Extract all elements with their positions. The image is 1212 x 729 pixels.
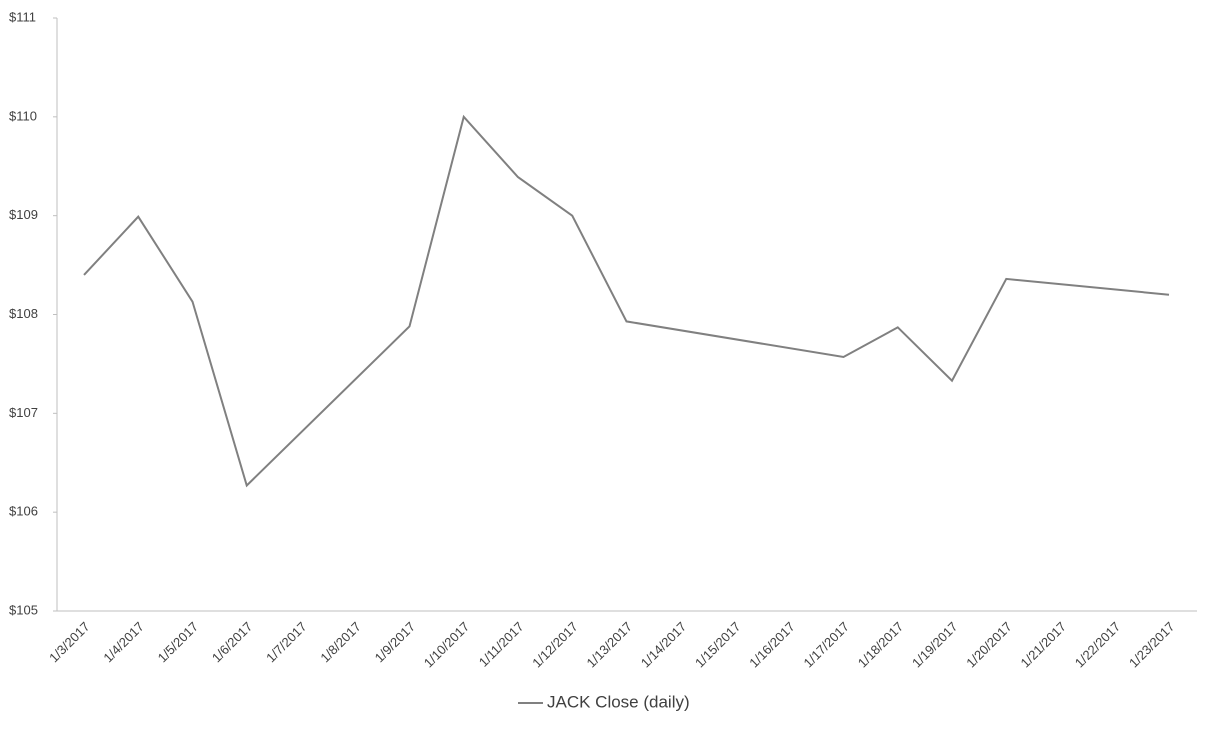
x-tick-label: 1/18/2017 bbox=[855, 619, 907, 671]
y-tick-label: $111 bbox=[9, 9, 36, 24]
y-tick-label: $105 bbox=[9, 602, 38, 617]
x-tick-label: 1/16/2017 bbox=[746, 619, 798, 671]
x-tick-label: 1/9/2017 bbox=[372, 619, 418, 665]
x-tick-label: 1/6/2017 bbox=[209, 619, 255, 665]
x-tick-label: 1/10/2017 bbox=[421, 619, 473, 671]
x-tick-label: 1/15/2017 bbox=[692, 619, 744, 671]
x-tick-label: 1/8/2017 bbox=[317, 619, 363, 665]
x-tick-label: 1/5/2017 bbox=[155, 619, 201, 665]
y-tick-label: $109 bbox=[9, 207, 38, 222]
x-tick-label: 1/21/2017 bbox=[1018, 619, 1070, 671]
x-tick-label: 1/7/2017 bbox=[263, 619, 309, 665]
series-line bbox=[83, 114, 1170, 488]
y-tick-label: $106 bbox=[9, 504, 38, 519]
x-tick-label: 1/20/2017 bbox=[963, 619, 1015, 671]
x-tick-label: 1/14/2017 bbox=[638, 619, 690, 671]
x-tick-label: 1/17/2017 bbox=[801, 619, 853, 671]
x-tick-label: 1/19/2017 bbox=[909, 619, 961, 671]
x-tick-label: 1/3/2017 bbox=[46, 619, 92, 665]
y-tick-label: $110 bbox=[9, 108, 37, 123]
x-tick-label: 1/12/2017 bbox=[529, 619, 581, 671]
y-tick-label: $108 bbox=[9, 306, 38, 321]
legend-label: JACK Close (daily) bbox=[547, 692, 690, 711]
x-tick-label: 1/11/2017 bbox=[476, 619, 527, 670]
y-tick-label: $107 bbox=[9, 405, 38, 420]
x-tick-label: 1/13/2017 bbox=[584, 619, 636, 671]
x-tick-label: 1/22/2017 bbox=[1072, 619, 1124, 671]
x-tick-label: 1/23/2017 bbox=[1126, 619, 1178, 671]
x-tick-label: 1/4/2017 bbox=[100, 619, 146, 665]
